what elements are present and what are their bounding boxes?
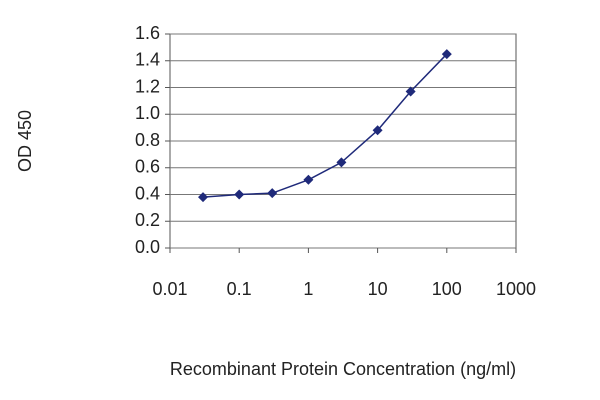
x-tick-label: 1000 [496, 279, 536, 299]
y-tick-label: 0.0 [135, 237, 160, 257]
x-tick-label: 100 [432, 279, 462, 299]
series-line [202, 53, 448, 198]
y-tick-label: 0.6 [135, 157, 160, 177]
data-point [372, 125, 383, 136]
y-axis-label: OD 450 [15, 110, 35, 172]
data-point [234, 189, 245, 200]
y-tick-label: 1.2 [135, 76, 160, 96]
x-tick-label: 0.01 [152, 279, 187, 299]
y-tick-label: 1.0 [135, 103, 160, 123]
x-tick-label: 0.1 [227, 279, 252, 299]
x-tick-label: 1 [303, 279, 313, 299]
y-tick-label: 0.4 [135, 183, 160, 203]
y-tick-label: 1.6 [135, 23, 160, 43]
y-tick-label: 1.4 [135, 50, 160, 70]
x-tick-label: 10 [368, 279, 388, 299]
data-point [405, 86, 416, 97]
y-tick-label: 0.8 [135, 130, 160, 150]
data-point [441, 49, 452, 60]
data-point [336, 157, 347, 168]
data-point [267, 188, 278, 199]
y-tick-label: 0.2 [135, 210, 160, 230]
x-axis-label: Recombinant Protein Concentration (ng/ml… [170, 359, 516, 379]
data-point [198, 192, 209, 203]
data-point [303, 174, 314, 185]
